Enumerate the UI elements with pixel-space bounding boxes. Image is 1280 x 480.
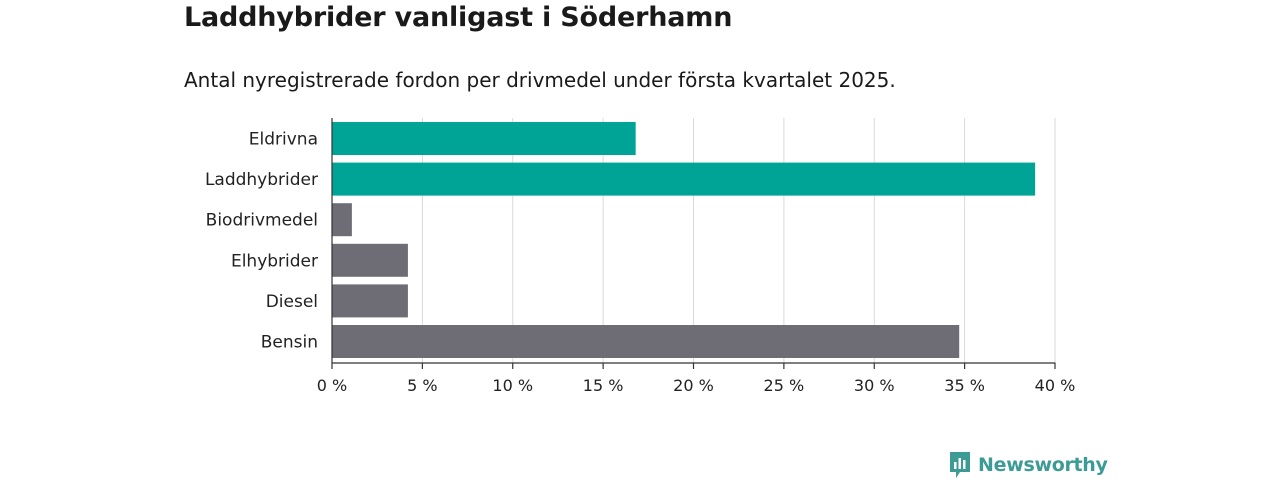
x-tick-label: 0 % bbox=[317, 376, 347, 395]
brand-logo: Newsworthy bbox=[948, 450, 1108, 480]
bar bbox=[332, 243, 408, 277]
category-label: Diesel bbox=[266, 292, 318, 312]
x-tick-label: 35 % bbox=[944, 376, 985, 395]
x-tick-label: 10 % bbox=[492, 376, 533, 395]
x-tick-label: 40 % bbox=[1035, 376, 1076, 395]
category-label: Eldrivna bbox=[249, 130, 318, 150]
x-tick-label: 15 % bbox=[583, 376, 624, 395]
chart-subtitle: Antal nyregistrerade fordon per drivmede… bbox=[184, 68, 896, 92]
chart-title: Laddhybrider vanligast i Söderhamn bbox=[184, 2, 733, 33]
bar bbox=[332, 284, 408, 318]
category-label: Bensin bbox=[261, 333, 318, 353]
bar bbox=[332, 122, 636, 155]
x-tick-label: 5 % bbox=[407, 376, 437, 395]
category-label: Laddhybrider bbox=[205, 170, 318, 190]
newsworthy-logo-icon bbox=[950, 452, 970, 478]
bar bbox=[332, 162, 1036, 196]
x-tick-label: 20 % bbox=[673, 376, 714, 395]
x-tick-label: 25 % bbox=[764, 376, 805, 395]
brand-name: Newsworthy bbox=[978, 454, 1108, 476]
bar bbox=[332, 325, 960, 358]
category-label: Biodrivmedel bbox=[206, 211, 318, 231]
bar bbox=[332, 203, 352, 237]
x-tick-label: 30 % bbox=[854, 376, 895, 395]
category-label: Elhybrider bbox=[231, 251, 318, 271]
